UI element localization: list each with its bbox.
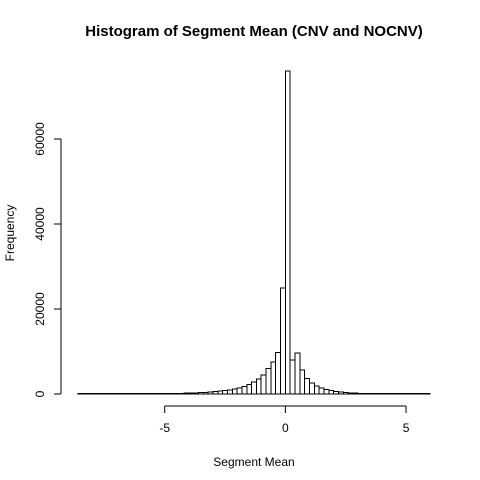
histogram-bar [101, 393, 108, 395]
histogram-bar [381, 393, 388, 395]
histogram-bar [275, 351, 282, 395]
histogram-bar [159, 393, 166, 395]
chart-title: Histogram of Segment Mean (CNV and NOCNV… [85, 23, 423, 40]
histogram-bar [207, 391, 214, 395]
histogram-bar [183, 392, 190, 395]
histogram-bar [280, 287, 286, 395]
y-tick-label: 20000 [33, 292, 47, 326]
y-tick-label: 0 [33, 390, 47, 397]
histogram-bar [304, 378, 311, 395]
histogram-bar [164, 393, 171, 395]
histogram-bar [236, 387, 243, 395]
histogram-bar [140, 393, 146, 395]
histogram-bar [178, 392, 185, 395]
histogram-bar [313, 385, 320, 395]
histogram-bar [309, 382, 315, 395]
histogram-bar [347, 392, 354, 395]
histogram-bar [96, 393, 103, 395]
histogram-bar [323, 389, 330, 395]
histogram-bar [125, 393, 132, 395]
histogram-bar [217, 390, 224, 395]
histogram-bar [400, 393, 407, 395]
y-tick-label: 40000 [33, 207, 47, 241]
histogram-bar [231, 388, 238, 395]
histogram-bar [86, 393, 93, 395]
histogram-bar [284, 70, 291, 395]
x-axis-label: Segment Mean [213, 455, 294, 469]
histogram-bar [222, 390, 228, 395]
histogram-bar [342, 392, 349, 395]
histogram-bar [294, 352, 301, 395]
histogram-bar [366, 393, 373, 395]
histogram-bar [318, 387, 325, 395]
histogram-bar [241, 386, 248, 395]
histogram-bar [415, 393, 422, 395]
histogram-bar [357, 392, 364, 395]
histogram-bar [371, 393, 378, 395]
histogram-bar [144, 393, 151, 395]
x-tick-label: 0 [282, 421, 289, 435]
x-tick-label: -5 [159, 421, 170, 435]
histogram-bar [212, 391, 219, 395]
histogram-bar [352, 392, 359, 395]
histogram-bar [255, 378, 262, 395]
histogram-bar [193, 392, 199, 395]
histogram-bar [246, 384, 253, 395]
histogram-bar [169, 392, 175, 395]
histogram-bar [424, 393, 431, 395]
histogram-bar [154, 393, 161, 395]
histogram-bar [270, 361, 277, 395]
histogram-bar [265, 368, 272, 395]
histogram-bar [120, 393, 127, 395]
histogram-bar [91, 393, 98, 395]
histogram-bar [391, 393, 397, 395]
histogram-bar [376, 393, 383, 395]
histogram-bar [226, 389, 233, 395]
histogram-bar [173, 392, 180, 395]
histogram-bar [197, 392, 204, 395]
histogram-bar [386, 393, 393, 395]
histogram-bar [111, 393, 117, 395]
histogram-bar [77, 393, 84, 395]
y-tick-label: 60000 [33, 122, 47, 156]
histogram-bar [260, 374, 267, 395]
histogram-bar [130, 393, 137, 395]
histogram-bar [115, 393, 122, 395]
x-axis: -5 0 5 [159, 405, 410, 435]
histogram-bar [395, 393, 402, 395]
histogram-bar [333, 390, 339, 395]
x-tick-label: 5 [403, 421, 410, 435]
histogram-bar [362, 392, 368, 395]
histogram-bar [106, 393, 113, 395]
histogram-bar [405, 393, 412, 395]
histogram-bar [202, 391, 209, 395]
y-axis: 0 20000 40000 60000 [33, 122, 62, 397]
histogram-bar [328, 390, 335, 395]
histogram-bar [420, 393, 426, 395]
y-axis-label: Frequency [3, 205, 17, 262]
histogram-bars [77, 70, 431, 395]
histogram-bar [82, 393, 88, 395]
histogram-bar [251, 381, 257, 395]
histogram-bar [337, 391, 344, 395]
histogram-bar [289, 359, 296, 395]
histogram-bar [149, 393, 156, 395]
histogram-bar [188, 392, 195, 395]
histogram-bar [410, 393, 417, 395]
histogram-bar [299, 369, 306, 395]
histogram-bar [135, 393, 142, 395]
